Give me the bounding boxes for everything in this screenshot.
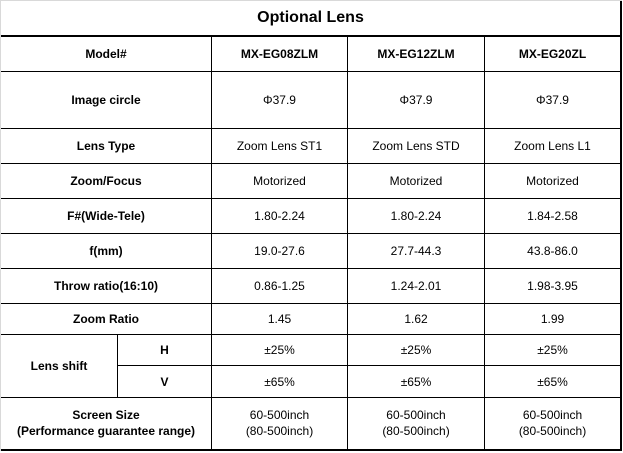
row-label-lens-type: Lens Type — [1, 129, 212, 164]
row-label-image-circle: Image circle — [1, 72, 212, 129]
zoom-focus-value: Motorized — [348, 164, 485, 199]
model-name-eg12zlm: MX-EG12ZLM — [348, 37, 485, 72]
row-f-number: F#(Wide-Tele) 1.80-2.24 1.80-2.24 1.84-2… — [1, 199, 623, 234]
lens-shift-h-label: H — [118, 335, 212, 366]
title-row: Optional Lens — [1, 1, 623, 37]
lens-shift-h-value: ±25% — [485, 335, 623, 366]
zoom-ratio-value: 1.99 — [485, 304, 623, 335]
throw-ratio-value: 1.98-3.95 — [485, 269, 623, 304]
table-title: Optional Lens — [1, 1, 623, 37]
focal-length-value: 19.0-27.6 — [212, 234, 348, 269]
zoom-ratio-value: 1.62 — [348, 304, 485, 335]
row-label-throw-ratio: Throw ratio(16:10) — [1, 269, 212, 304]
row-lens-shift-h: Lens shift H ±25% ±25% ±25% — [1, 335, 623, 398]
zoom-ratio-value: 1.45 — [212, 304, 348, 335]
row-screen-size: Screen Size (Performance guarantee range… — [1, 398, 623, 451]
row-label-zoom-focus: Zoom/Focus — [1, 164, 212, 199]
row-zoom-focus: Zoom/Focus Motorized Motorized Motorized — [1, 164, 623, 199]
row-image-circle: Image circle Φ37.9 Φ37.9 Φ37.9 — [1, 72, 623, 129]
lens-type-value: Zoom Lens STD — [348, 129, 485, 164]
throw-ratio-value: 0.86-1.25 — [212, 269, 348, 304]
lens-type-value: Zoom Lens L1 — [485, 129, 623, 164]
row-label-lens-shift: Lens shift — [1, 335, 118, 398]
f-number-value: 1.84-2.58 — [485, 199, 623, 234]
focal-length-value: 27.7-44.3 — [348, 234, 485, 269]
row-zoom-ratio: Zoom Ratio 1.45 1.62 1.99 — [1, 304, 623, 335]
row-lens-shift-v: V ±65% ±65% ±65% — [1, 366, 623, 398]
lens-shift-h-value: ±25% — [348, 335, 485, 366]
row-label-zoom-ratio: Zoom Ratio — [1, 304, 212, 335]
screen-size-value: 60-500inch (80-500inch) — [348, 398, 485, 451]
lens-shift-h-value: ±25% — [212, 335, 348, 366]
lens-shift-v-value: ±65% — [485, 366, 623, 398]
lens-type-value: Zoom Lens ST1 — [212, 129, 348, 164]
row-focal-length: f(mm) 19.0-27.6 27.7-44.3 43.8-86.0 — [1, 234, 623, 269]
screen-size-value: 60-500inch (80-500inch) — [212, 398, 348, 451]
model-name-eg20zl: MX-EG20ZL — [485, 37, 623, 72]
row-lens-type: Lens Type Zoom Lens ST1 Zoom Lens STD Zo… — [1, 129, 623, 164]
throw-ratio-value: 1.24-2.01 — [348, 269, 485, 304]
screen-size-label-line1: Screen Size — [72, 407, 140, 422]
screen-size-value: 60-500inch (80-500inch) — [485, 398, 623, 451]
focal-length-value: 43.8-86.0 — [485, 234, 623, 269]
row-label-screen-size: Screen Size (Performance guarantee range… — [1, 398, 212, 451]
model-header-row: Model# MX-EG08ZLM MX-EG12ZLM MX-EG20ZL — [1, 37, 623, 72]
lens-shift-v-label: V — [118, 366, 212, 398]
zoom-focus-value: Motorized — [212, 164, 348, 199]
lens-shift-v-value: ±65% — [212, 366, 348, 398]
image-circle-value: Φ37.9 — [348, 72, 485, 129]
image-circle-value: Φ37.9 — [212, 72, 348, 129]
row-label-focal-length: f(mm) — [1, 234, 212, 269]
image-circle-value: Φ37.9 — [485, 72, 623, 129]
f-number-value: 1.80-2.24 — [348, 199, 485, 234]
model-header-label: Model# — [1, 37, 212, 72]
f-number-value: 1.80-2.24 — [212, 199, 348, 234]
screen-size-label-line2: (Performance guarantee range) — [16, 423, 196, 438]
row-label-f-number: F#(Wide-Tele) — [1, 199, 212, 234]
zoom-focus-value: Motorized — [485, 164, 623, 199]
lens-shift-v-value: ±65% — [348, 366, 485, 398]
model-name-eg08zlm: MX-EG08ZLM — [212, 37, 348, 72]
row-throw-ratio: Throw ratio(16:10) 0.86-1.25 1.24-2.01 1… — [1, 269, 623, 304]
